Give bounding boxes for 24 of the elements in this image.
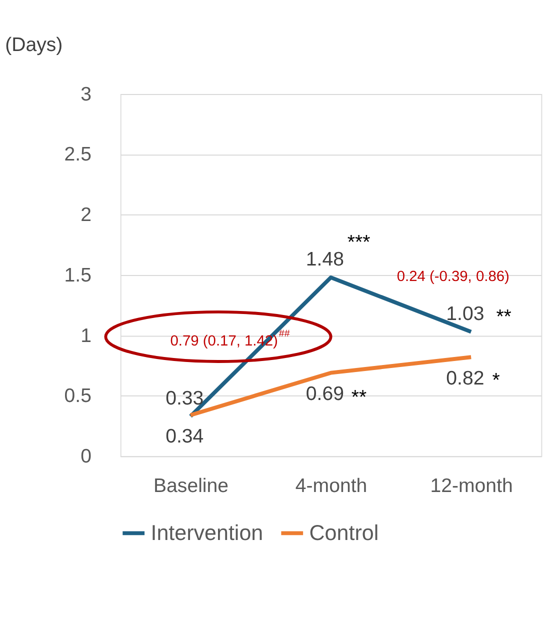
y-tick-label: 2.5	[64, 144, 92, 166]
x-tick-label: 4-month	[295, 474, 368, 497]
y-tick-label: 1	[80, 324, 92, 347]
x-tick-label: Baseline	[153, 474, 229, 497]
legend-label: Intervention	[150, 521, 264, 546]
annotation: *	[492, 370, 500, 392]
data-label: 1.03	[446, 303, 484, 326]
y-tick-label: 1.5	[64, 264, 92, 286]
y-axis-title: (Days)	[5, 34, 63, 56]
data-label: 0.33	[166, 388, 204, 410]
y-tick-label: 2	[80, 204, 92, 226]
x-tick-label: 12-month	[430, 474, 513, 497]
y-tick-label: 0.5	[64, 385, 92, 408]
data-label: 0.82	[446, 368, 484, 390]
data-label: 0.34	[166, 425, 204, 448]
data-label: 0.69	[306, 383, 344, 406]
annotation: ***	[347, 232, 371, 254]
data-label: 1.48	[306, 248, 344, 271]
legend-label: Control	[309, 521, 379, 546]
y-tick-label: 3	[80, 83, 92, 106]
annotation: 0.24 (-0.39, 0.86)	[396, 268, 510, 285]
annotation: **	[496, 306, 512, 328]
annotation: **	[351, 386, 367, 408]
y-tick-label: 0	[80, 445, 92, 468]
